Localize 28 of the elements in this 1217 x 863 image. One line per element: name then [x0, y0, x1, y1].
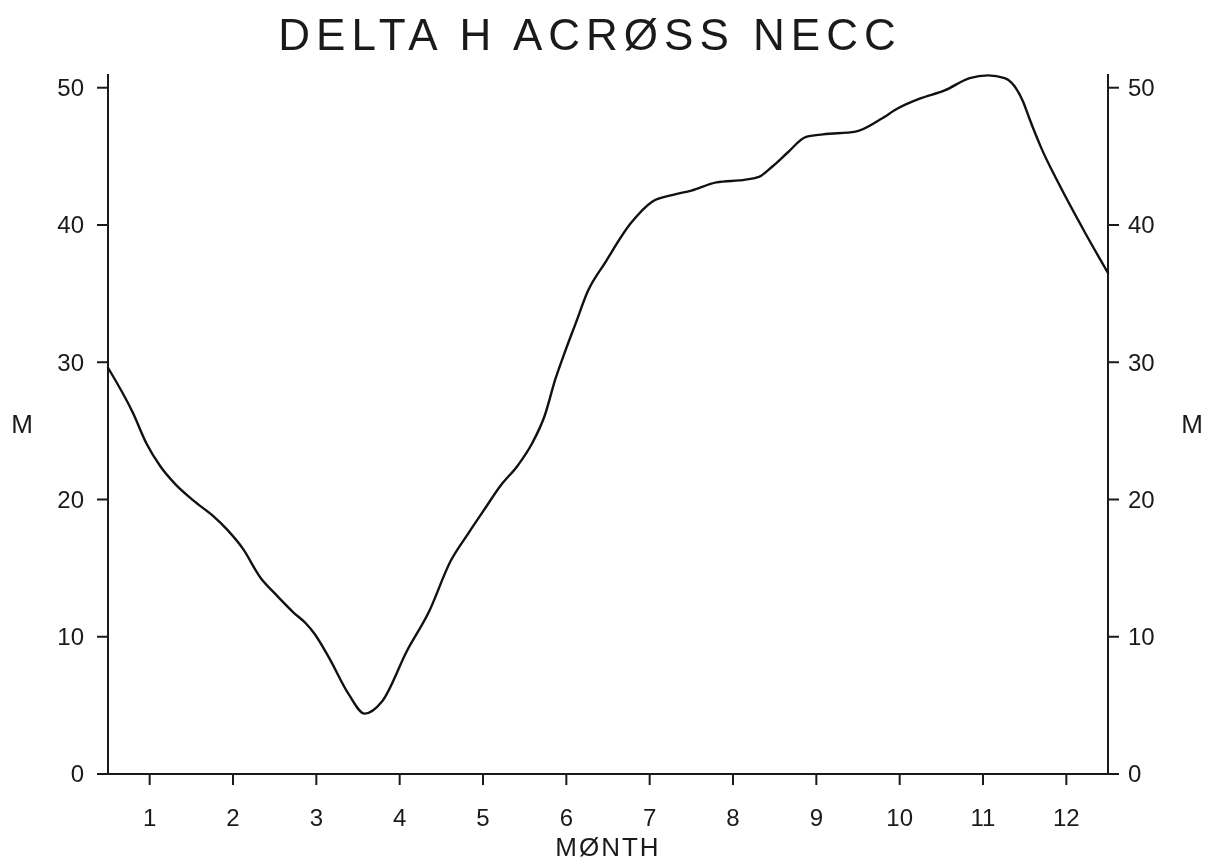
- x-tick-label: 7: [642, 804, 657, 831]
- x-tick-label: 8: [726, 804, 740, 831]
- y-tick-label: 30: [57, 348, 84, 376]
- y2-tick-label: 50: [1128, 74, 1155, 102]
- y-tick-label: 10: [57, 623, 84, 651]
- x-tick-label: 11: [970, 804, 996, 831]
- x-tick-label: 10: [886, 804, 914, 831]
- x-tick-label: 1: [142, 804, 157, 831]
- y2-tick-label: 20: [1128, 485, 1155, 513]
- chart-title: DELTA H ACRØSS NECC: [278, 10, 902, 59]
- x-axis-title: MØNTH: [555, 832, 661, 862]
- y-tick-label: 40: [57, 211, 84, 239]
- x-tick-label: 9: [809, 804, 824, 831]
- y2-tick-label: 40: [1128, 211, 1155, 239]
- y-axis-title: M: [11, 409, 33, 440]
- y-tick-label: 50: [57, 74, 84, 102]
- x-tick-label: 5: [476, 804, 490, 831]
- y-tick-label: 0: [70, 760, 84, 788]
- x-tick-label: 6: [559, 804, 574, 831]
- y2-tick-label: 10: [1128, 623, 1155, 651]
- y2-axis-title: M: [1181, 409, 1203, 440]
- y2-tick-label: 30: [1128, 348, 1155, 376]
- x-tick-label: 12: [1052, 804, 1080, 831]
- y2-tick-label: 0: [1128, 760, 1142, 788]
- x-tick-label: 2: [226, 804, 240, 831]
- x-tick-label: 3: [309, 804, 324, 831]
- y-tick-label: 20: [57, 485, 84, 513]
- x-tick-label: 4: [392, 804, 407, 831]
